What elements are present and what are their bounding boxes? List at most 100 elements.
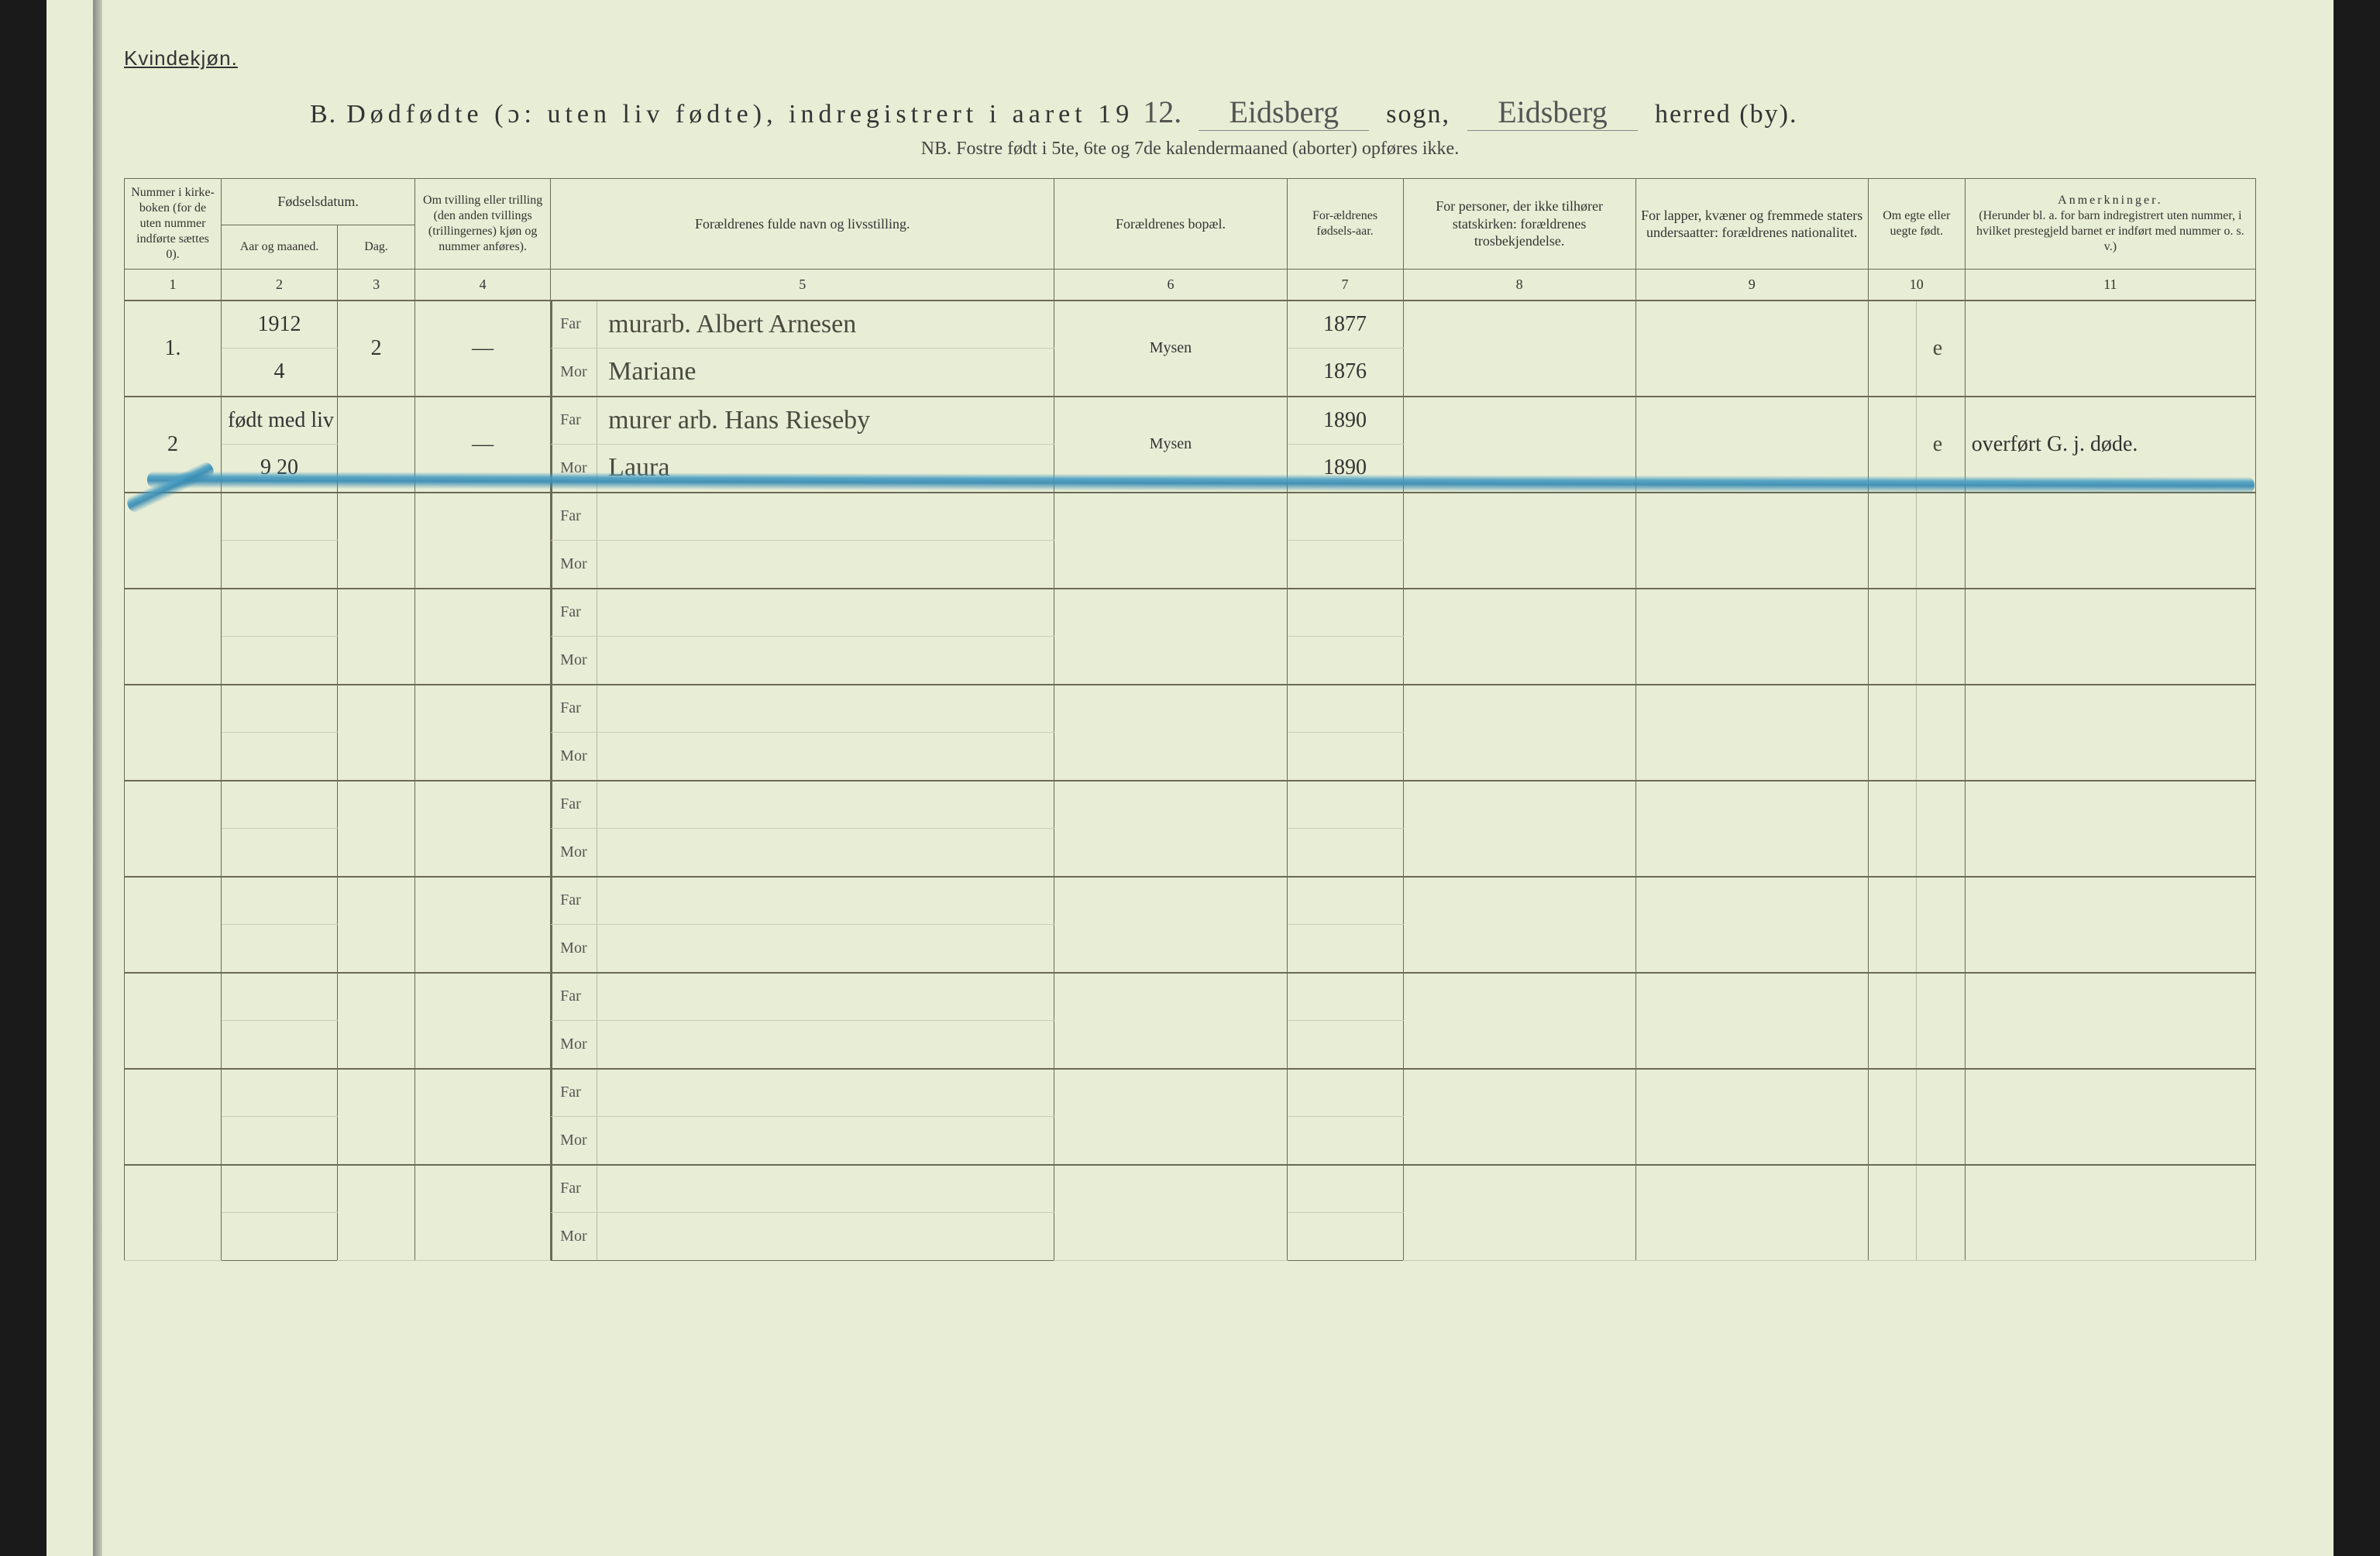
column-number: 2 bbox=[222, 270, 338, 301]
column-number: 3 bbox=[338, 270, 415, 301]
column-number: 4 bbox=[415, 270, 551, 301]
cell-egte: e bbox=[1868, 397, 1965, 493]
herred-label: herred (by). bbox=[1655, 100, 1797, 129]
column-number: 10 bbox=[1868, 270, 1965, 301]
cell-c8 bbox=[1403, 493, 1635, 589]
cell-parents-mor: MorLaura bbox=[551, 445, 1054, 493]
cell-bosted bbox=[1054, 1165, 1287, 1261]
cell-year-month-2 bbox=[222, 541, 338, 589]
register-page: Kvindekjøn. B. Dødfødte (ɔ: uten liv fød… bbox=[46, 0, 2334, 1556]
cell-egte bbox=[1868, 589, 1965, 685]
cell-year-month-2 bbox=[222, 637, 338, 685]
cell-remarks bbox=[1965, 685, 2255, 781]
far-value bbox=[597, 589, 1054, 637]
mor-value bbox=[597, 541, 1054, 588]
mor-label: Mor bbox=[551, 541, 597, 588]
cell-parents-far: Far bbox=[551, 493, 1054, 541]
cell-mor-year: 1876 bbox=[1287, 349, 1403, 397]
cell-remarks: overført G. j. døde. bbox=[1965, 397, 2255, 493]
table-row: Far bbox=[125, 589, 2256, 637]
cell-c8 bbox=[1403, 1165, 1635, 1261]
cell-parents-far: Far bbox=[551, 877, 1054, 925]
cell-bosted bbox=[1054, 1069, 1287, 1165]
sogn-label: sogn, bbox=[1386, 100, 1450, 129]
cell-day bbox=[338, 973, 415, 1069]
cell-egte bbox=[1868, 493, 1965, 589]
mor-label: Mor bbox=[551, 349, 597, 396]
mor-label: Mor bbox=[551, 925, 597, 972]
col-header-2b: Dag. bbox=[338, 225, 415, 270]
cell-year-month bbox=[222, 1165, 338, 1213]
col-header-11-title: Anmerkninger. bbox=[2058, 194, 2162, 207]
cell-year-month bbox=[222, 493, 338, 541]
cell-num bbox=[125, 589, 222, 685]
cell-c8 bbox=[1403, 685, 1635, 781]
mor-value bbox=[597, 733, 1054, 780]
cell-year-month-2 bbox=[222, 829, 338, 877]
mor-value: Laura bbox=[597, 445, 1054, 492]
cell-num: 2 bbox=[125, 397, 222, 493]
sogn-value: Eidsberg bbox=[1199, 94, 1369, 131]
far-value: murer arb. Hans Rieseby bbox=[597, 397, 1054, 445]
column-number: 6 bbox=[1054, 270, 1287, 301]
cell-parents-mor: Mor bbox=[551, 925, 1054, 973]
page-binding-edge bbox=[93, 0, 102, 1556]
far-value bbox=[597, 878, 1054, 925]
col-header-9: For lapper, kvæner og fremmede staters u… bbox=[1635, 179, 1868, 270]
cell-egte bbox=[1868, 973, 1965, 1069]
cell-parents-far: Far bbox=[551, 1165, 1054, 1213]
column-number: 7 bbox=[1287, 270, 1403, 301]
table-row: Far bbox=[125, 973, 2256, 1021]
cell-parents-mor: Mor bbox=[551, 637, 1054, 685]
cell-mor-year bbox=[1287, 637, 1403, 685]
cell-remarks bbox=[1965, 589, 2255, 685]
table-row: Far bbox=[125, 493, 2256, 541]
column-number: 5 bbox=[551, 270, 1054, 301]
cell-year-month-2: 4 bbox=[222, 349, 338, 397]
cell-parents-far: Farmurer arb. Hans Rieseby bbox=[551, 397, 1054, 445]
cell-remarks bbox=[1965, 877, 2255, 973]
cell-c9 bbox=[1635, 1165, 1868, 1261]
cell-parents-far: Far bbox=[551, 1069, 1054, 1117]
cell-remarks bbox=[1965, 493, 2255, 589]
cell-day bbox=[338, 1165, 415, 1261]
column-number: 8 bbox=[1403, 270, 1635, 301]
cell-day bbox=[338, 1069, 415, 1165]
title-main: Dødfødte (ɔ: uten liv fødte), indregistr… bbox=[346, 100, 1133, 129]
cell-remarks bbox=[1965, 301, 2255, 397]
cell-mor-year bbox=[1287, 1117, 1403, 1165]
cell-c9 bbox=[1635, 781, 1868, 877]
cell-day bbox=[338, 493, 415, 589]
cell-twin bbox=[415, 877, 551, 973]
far-label: Far bbox=[551, 1070, 597, 1117]
mor-value bbox=[597, 1213, 1054, 1260]
cell-year-month-2 bbox=[222, 733, 338, 781]
far-label: Far bbox=[551, 878, 597, 925]
table-row: Far bbox=[125, 781, 2256, 829]
cell-c8 bbox=[1403, 397, 1635, 493]
page-subtitle: NB. Fostre født i 5te, 6te og 7de kalend… bbox=[124, 139, 2256, 160]
cell-twin bbox=[415, 973, 551, 1069]
cell-num bbox=[125, 685, 222, 781]
cell-mor-year bbox=[1287, 733, 1403, 781]
page-title: B. Dødfødte (ɔ: uten liv fødte), indregi… bbox=[310, 94, 2256, 131]
table-row: Far bbox=[125, 1165, 2256, 1213]
cell-bosted bbox=[1054, 973, 1287, 1069]
far-value bbox=[597, 1070, 1054, 1117]
far-label: Far bbox=[551, 781, 597, 829]
mor-value bbox=[597, 925, 1054, 972]
cell-bosted bbox=[1054, 781, 1287, 877]
cell-parents-mor: Mor bbox=[551, 1021, 1054, 1069]
far-label: Far bbox=[551, 1166, 597, 1213]
cell-year-month-2 bbox=[222, 1021, 338, 1069]
cell-remarks bbox=[1965, 781, 2255, 877]
cell-parents-mor: MorMariane bbox=[551, 349, 1054, 397]
cell-bosted bbox=[1054, 589, 1287, 685]
cell-num bbox=[125, 1069, 222, 1165]
column-number: 9 bbox=[1635, 270, 1868, 301]
cell-twin bbox=[415, 1069, 551, 1165]
mor-label: Mor bbox=[551, 829, 597, 876]
title-year-hand: 12. bbox=[1143, 94, 1181, 130]
col-header-11-sub: (Herunder bl. a. for barn indregistrert … bbox=[1976, 209, 2244, 253]
cell-egte bbox=[1868, 685, 1965, 781]
